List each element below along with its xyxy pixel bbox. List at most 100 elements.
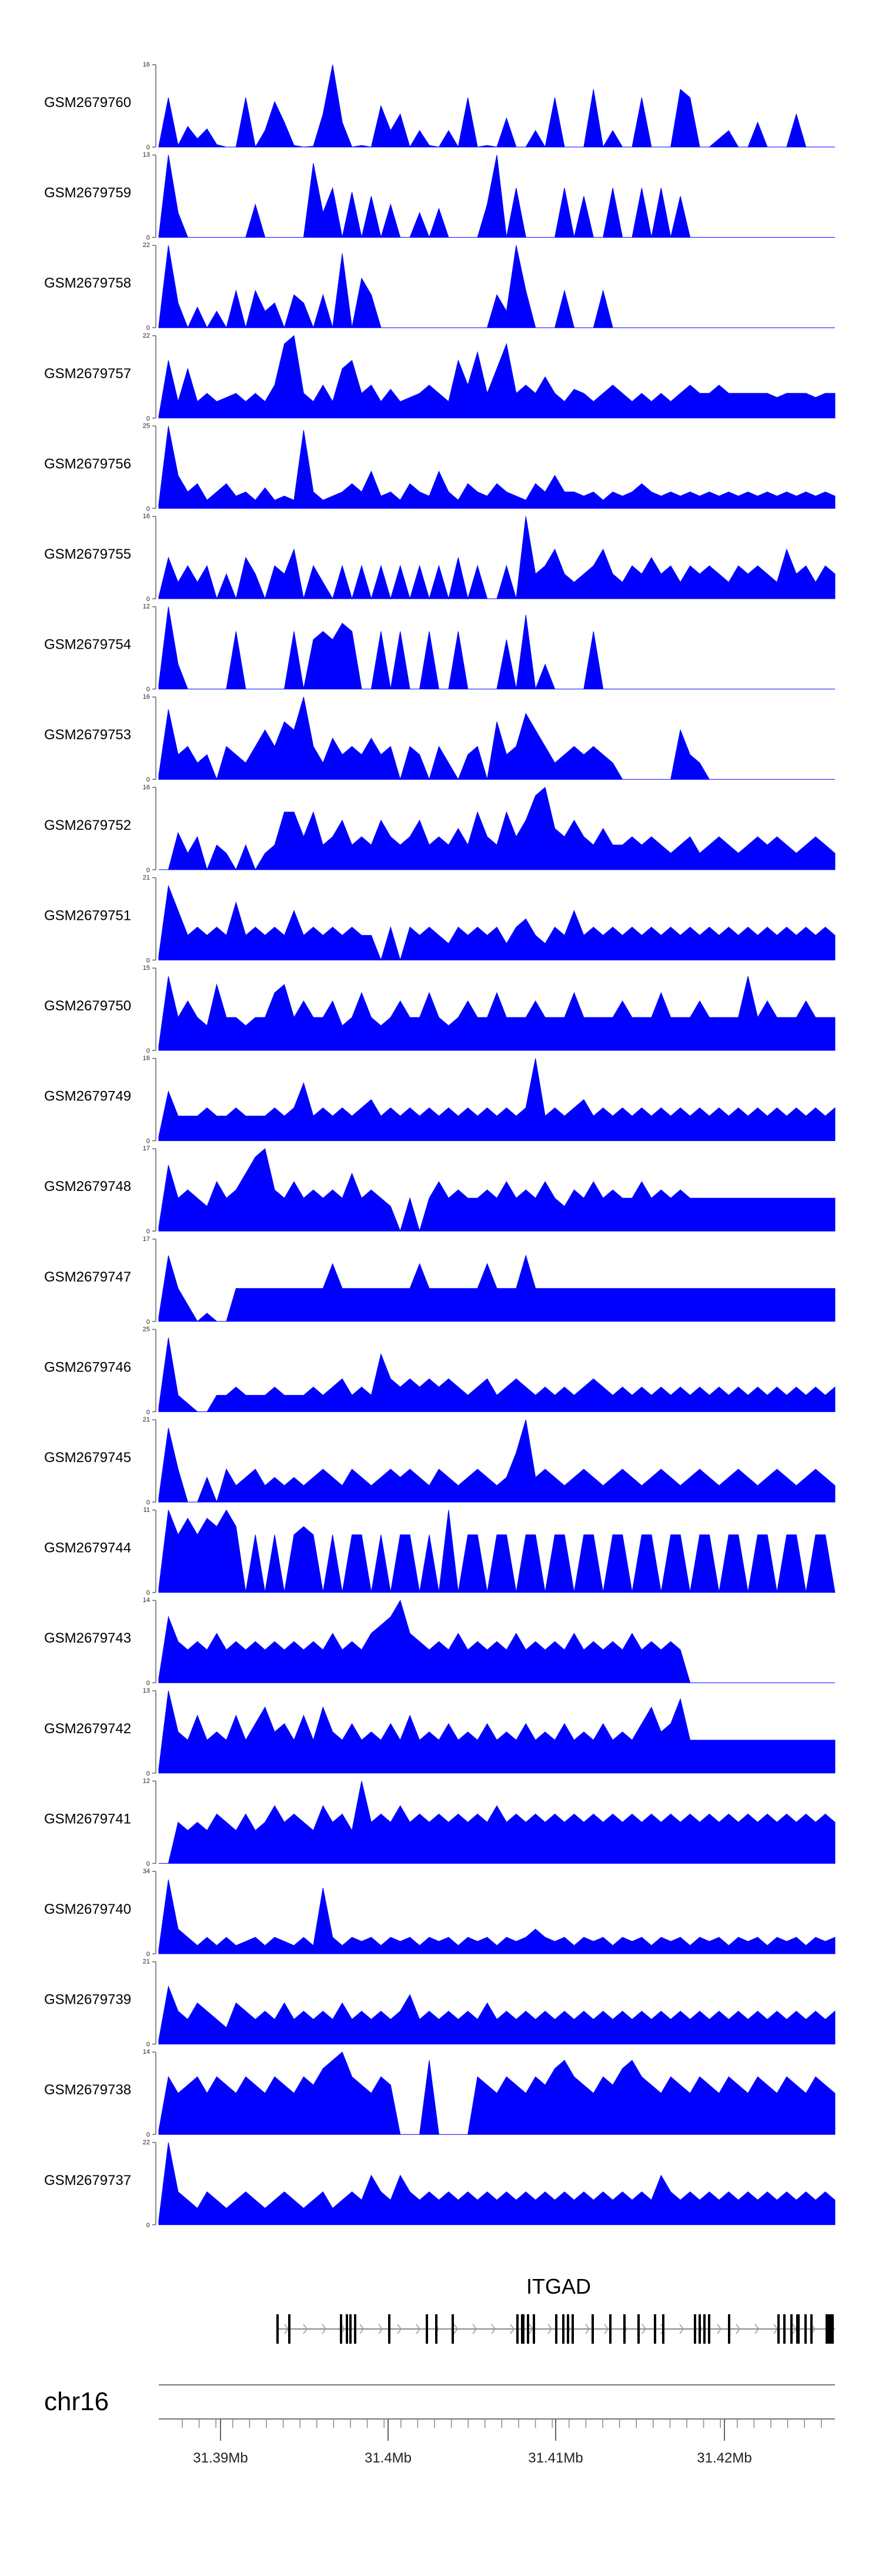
track-sample-label: GSM2679757 [44, 366, 131, 382]
axis-major-ticks: 31.39Mb 31.4Mb 31.41Mb 31.42Mb [193, 2419, 752, 2466]
track-sample-label: GSM2679746 [44, 1359, 131, 1375]
coverage-track: GSM2679749 16 0 [44, 1055, 836, 1145]
strand-arrow [472, 2324, 477, 2334]
track-sample-label: GSM2679740 [44, 1901, 131, 1917]
exon [572, 2314, 574, 2344]
coverage-area [158, 697, 835, 780]
track-sample-label: GSM2679738 [44, 2082, 131, 2098]
track-ymax-label: 22 [143, 242, 150, 249]
track-sample-label: GSM2679741 [44, 1811, 131, 1827]
exon [346, 2314, 348, 2344]
coverage-area [158, 1690, 836, 1774]
coverage-area [158, 1419, 836, 1503]
strand-arrow [359, 2324, 364, 2334]
exon [728, 2314, 730, 2344]
track-ymax-label: 25 [143, 422, 150, 429]
track-sample-label: GSM2679744 [44, 1540, 131, 1556]
track-ymax-label: 16 [143, 513, 150, 520]
coverage-area [158, 1509, 836, 1593]
track-ymin-label: 0 [146, 596, 150, 603]
coverage-area [158, 1337, 836, 1412]
exon [708, 2314, 710, 2344]
exon [555, 2314, 557, 2344]
track-ymax-label: 17 [143, 1236, 150, 1243]
track-ymax-label: 13 [143, 152, 150, 159]
coverage-track: GSM2679756 25 0 [44, 422, 836, 512]
track-sample-label: GSM2679755 [44, 546, 131, 562]
coverage-area [158, 155, 835, 239]
exon [435, 2314, 437, 2344]
strand-arrow [510, 2324, 514, 2334]
exon [804, 2314, 807, 2344]
track-ymin-label: 0 [146, 1319, 150, 1326]
exon [521, 2314, 524, 2344]
coverage-track: GSM2679757 22 0 [44, 332, 836, 422]
track-ymin-label: 0 [146, 1138, 150, 1145]
track-ymin-label: 0 [146, 325, 150, 332]
axis-minor-ticks [182, 2419, 822, 2428]
track-ymin-label: 0 [146, 867, 150, 874]
exon [592, 2314, 594, 2344]
track-ymin-label: 0 [146, 957, 150, 964]
track-ymax-label: 16 [143, 1055, 150, 1062]
exon [276, 2314, 279, 2344]
coverage-track: GSM2679737 22 0 [44, 2139, 836, 2229]
coverage-area [158, 1058, 836, 1142]
exon [662, 2314, 664, 2344]
track-ymin-label: 0 [146, 1228, 150, 1235]
track-ymax-label: 22 [143, 2139, 150, 2146]
exon [354, 2314, 356, 2344]
strand-arrow [322, 2324, 326, 2334]
coverage-track: GSM2679750 15 0 [44, 965, 836, 1055]
track-sample-label: GSM2679749 [44, 1089, 131, 1105]
exon [349, 2314, 352, 2344]
coverage-area [158, 885, 836, 962]
track-sample-label: GSM2679747 [44, 1269, 131, 1285]
exon [426, 2314, 428, 2344]
track-sample-label: GSM2679745 [44, 1450, 131, 1466]
strand-arrow [717, 2324, 721, 2334]
coverage-track: GSM2679745 21 0 [44, 1416, 836, 1506]
coverage-track: GSM2679752 16 0 [44, 784, 836, 874]
exon [654, 2314, 656, 2344]
track-ymax-label: 25 [143, 1326, 150, 1333]
gene-model: ITGAD [276, 2274, 835, 2344]
track-ymax-label: 12 [143, 1777, 150, 1784]
coverage-area [158, 1148, 836, 1232]
coverage-track: GSM2679748 17 0 [44, 1145, 836, 1235]
track-sample-label: GSM2679750 [44, 998, 131, 1014]
coverage-area [159, 1781, 836, 1864]
track-sample-label: GSM2679752 [44, 817, 131, 833]
track-ymax-label: 21 [143, 1958, 150, 1966]
strand-arrow [547, 2324, 552, 2334]
coverage-track: GSM2679747 17 0 [44, 1236, 836, 1326]
coverage-area [158, 1599, 835, 1683]
exon [609, 2314, 612, 2344]
track-ymin-label: 0 [146, 2041, 150, 2048]
track-ymax-label: 34 [143, 1868, 150, 1875]
exon [777, 2314, 780, 2344]
coverage-area [158, 606, 835, 690]
exon [288, 2314, 290, 2344]
coverage-area [158, 245, 835, 329]
track-sample-label: GSM2679737 [44, 2173, 131, 2188]
exon [623, 2314, 626, 2344]
coverage-area [158, 2142, 836, 2225]
coverage-area [158, 2051, 836, 2135]
track-ymin-label: 0 [146, 505, 150, 512]
exon [533, 2314, 535, 2344]
exon [516, 2314, 519, 2344]
track-ymin-label: 0 [146, 144, 150, 151]
gene-name-label: ITGAD [526, 2274, 591, 2298]
exon [694, 2314, 696, 2344]
coverage-track: GSM2679755 16 0 [44, 513, 836, 603]
coverage-tracks: GSM2679760160GSM2679759130GSM2679758220G… [44, 61, 836, 2229]
axis-tick-label: 31.4Mb [365, 2450, 412, 2466]
coverage-track: GSM2679740 34 0 [44, 1868, 836, 1958]
coverage-track: GSM2679744 11 0 [44, 1507, 836, 1597]
coverage-area [158, 1879, 836, 1954]
track-ymin-label: 0 [146, 1409, 150, 1416]
track-ymin-label: 0 [146, 1499, 150, 1506]
track-ymin-label: 0 [146, 415, 150, 422]
track-ymin-label: 0 [146, 1860, 150, 1867]
